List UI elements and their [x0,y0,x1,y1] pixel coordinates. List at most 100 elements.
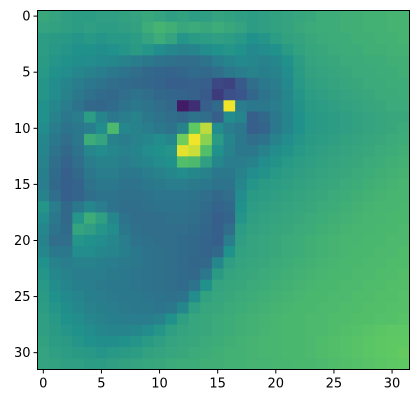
heatmap-cell [258,257,271,269]
heatmap-cell [107,257,120,269]
heatmap-cell [118,145,131,157]
heatmap-cell [386,279,399,292]
heatmap-cell [95,190,108,202]
heatmap-cell [153,89,166,101]
heatmap-cell [223,290,236,303]
heatmap-cell [316,77,329,90]
heatmap-cell [95,324,108,337]
heatmap-cell [246,279,259,292]
heatmap-cell [235,324,248,337]
heatmap-cell [211,145,224,157]
heatmap-cell [37,10,50,23]
heatmap-cell [258,77,271,90]
heatmap-cell [316,223,329,236]
heatmap-cell [293,246,306,258]
heatmap-cell [153,178,166,191]
heatmap-cell [60,133,73,146]
heatmap-cell [293,167,306,180]
heatmap-cell [374,32,387,45]
heatmap-cell [339,21,352,34]
heatmap-cell [316,122,329,135]
heatmap-cell [339,10,352,23]
heatmap-cell [304,290,317,303]
heatmap-cell [200,66,213,79]
heatmap-cell [363,246,376,258]
heatmap-cell [72,347,85,359]
heatmap-cell [316,279,329,292]
heatmap-cell [153,234,166,247]
heatmap-cell [95,302,108,314]
heatmap-cell [270,347,283,359]
heatmap-cell [339,32,352,45]
heatmap-cell [118,212,131,225]
heatmap-cell [72,268,85,281]
heatmap-cell [363,44,376,56]
heatmap-cell [107,32,120,45]
heatmap-cell [72,190,85,202]
heatmap-cell [304,234,317,247]
heatmap-cell [118,302,131,314]
heatmap-cell [130,234,143,247]
heatmap-cell [60,100,73,112]
heatmap-cell [72,167,85,180]
heatmap-cell [351,212,364,225]
heatmap-cell [188,10,201,23]
heatmap-cell [188,201,201,213]
heatmap-cell [211,89,224,101]
heatmap-cell [328,279,341,292]
heatmap-cell [281,290,294,303]
heatmap-cell [153,190,166,202]
heatmap-cell [177,313,190,326]
heatmap-cell [49,279,62,292]
heatmap-cell [316,212,329,225]
heatmap-cell [130,32,143,45]
heatmap-cell [72,212,85,225]
heatmap-cell [235,44,248,56]
heatmap-cell [211,190,224,202]
heatmap-cell [153,32,166,45]
heatmap-cell [386,44,399,56]
heatmap-cell [153,21,166,34]
heatmap-cell [188,145,201,157]
heatmap-cell [351,268,364,281]
heatmap-cell [130,190,143,202]
heatmap-cell [188,111,201,124]
heatmap-cell [223,10,236,23]
heatmap-cell [49,347,62,359]
heatmap-cell [293,32,306,45]
heatmap-cell [153,246,166,258]
heatmap-cell [84,133,97,146]
heatmap-cell [386,66,399,79]
heatmap-cell [270,89,283,101]
heatmap-cell [270,223,283,236]
heatmap-cell [339,190,352,202]
heatmap-cell [211,302,224,314]
heatmap-cell [363,66,376,79]
heatmap-cell [293,122,306,135]
heatmap-cell [95,335,108,348]
heatmap-cell [211,100,224,112]
heatmap-cell [130,156,143,168]
heatmap-cell [281,10,294,23]
heatmap-cell [223,89,236,101]
heatmap-cell [130,324,143,337]
heatmap-cell [386,156,399,168]
heatmap-cell [165,190,178,202]
heatmap-cell [316,66,329,79]
heatmap-cell [142,335,155,348]
heatmap-cell [37,212,50,225]
heatmap-cell [37,145,50,157]
heatmap-cell [386,133,399,146]
heatmap-cell [72,21,85,34]
heatmap-cell [60,111,73,124]
heatmap-cell [165,358,178,370]
heatmap-cell [72,246,85,258]
heatmap-cell [235,212,248,225]
heatmap-cell [246,133,259,146]
heatmap-cell [49,212,62,225]
heatmap-cell [95,133,108,146]
heatmap-cell [107,324,120,337]
heatmap-cell [153,44,166,56]
heatmap-cell [351,178,364,191]
heatmap-cell [270,234,283,247]
